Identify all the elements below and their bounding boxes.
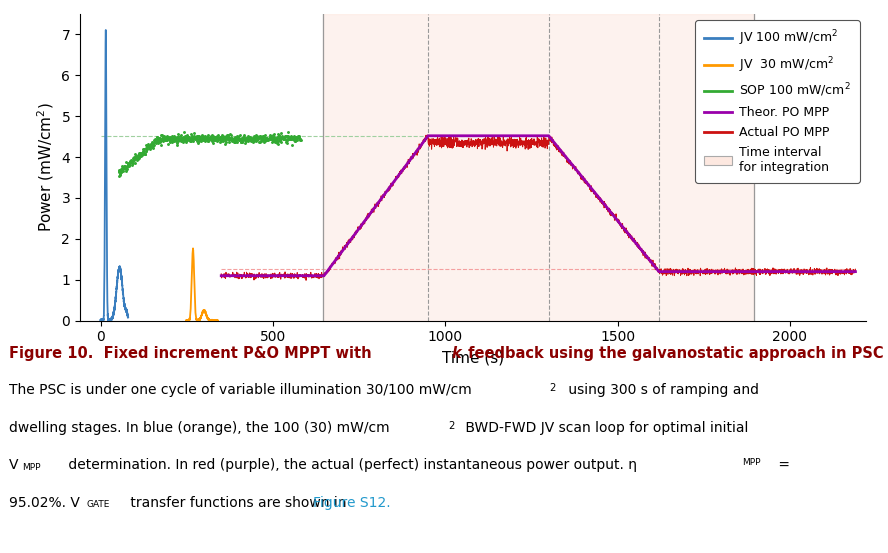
Text: V: V xyxy=(9,458,19,472)
Text: k: k xyxy=(451,346,461,361)
Text: 95.02%. V: 95.02%. V xyxy=(9,496,80,510)
Text: transfer functions are shown in: transfer functions are shown in xyxy=(126,496,351,510)
Text: MPP: MPP xyxy=(22,463,41,472)
Text: 2: 2 xyxy=(549,383,555,393)
Text: GATE: GATE xyxy=(86,500,109,509)
Legend: JV 100 mW/cm$^2$, JV  30 mW/cm$^2$, SOP 100 mW/cm$^2$, Theor. PO MPP, Actual PO : JV 100 mW/cm$^2$, JV 30 mW/cm$^2$, SOP 1… xyxy=(695,20,860,182)
Text: Figure 10.  Fixed increment P&O MPPT with: Figure 10. Fixed increment P&O MPPT with xyxy=(9,346,377,361)
Text: MPP: MPP xyxy=(742,458,761,467)
Text: Figure S12.: Figure S12. xyxy=(313,496,390,510)
Y-axis label: Power (mW/cm$^2$): Power (mW/cm$^2$) xyxy=(35,102,56,232)
Text: The PSC is under one cycle of variable illumination 30/100 mW/cm: The PSC is under one cycle of variable i… xyxy=(9,383,472,397)
X-axis label: Time (s): Time (s) xyxy=(442,350,503,365)
Text: BWD-FWD JV scan loop for optimal initial: BWD-FWD JV scan loop for optimal initial xyxy=(461,421,749,435)
Text: determination. In red (purple), the actual (perfect) instantaneous power output.: determination. In red (purple), the actu… xyxy=(64,458,637,472)
Text: feedback using the galvanostatic approach in PSC: feedback using the galvanostatic approac… xyxy=(463,346,884,361)
Text: using 300 s of ramping and: using 300 s of ramping and xyxy=(564,383,759,397)
Bar xyxy=(323,14,754,321)
Text: =: = xyxy=(774,458,790,472)
Text: 2: 2 xyxy=(448,421,455,431)
Text: dwelling stages. In blue (orange), the 100 (30) mW/cm: dwelling stages. In blue (orange), the 1… xyxy=(9,421,390,435)
